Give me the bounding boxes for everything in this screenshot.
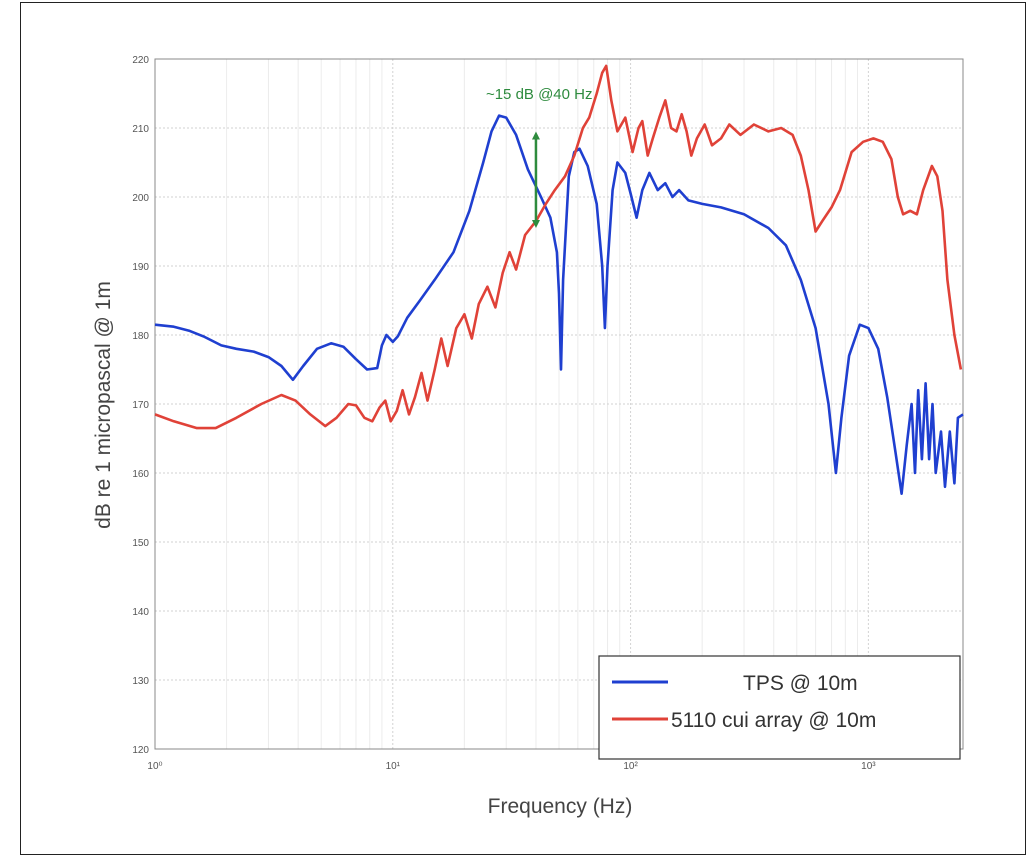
- y-axis-label: dB re 1 micropascal @ 1m: [92, 281, 115, 529]
- series-line-0: [154, 114, 964, 495]
- plot-area-border: [154, 58, 964, 750]
- x-tick-labels: 10⁰ 10¹ 10² 10³: [147, 761, 876, 772]
- minor-gridlines: [226, 59, 858, 749]
- legend-box: [598, 655, 961, 760]
- y-tick-label: 200: [132, 193, 149, 204]
- y-tick-label: 150: [132, 538, 149, 549]
- x-tick-label: 10³: [861, 761, 876, 772]
- x-axis-label: Frequency (Hz): [488, 795, 633, 818]
- x-tick-label: 10²: [623, 761, 638, 772]
- y-tick-label: 220: [132, 55, 149, 66]
- x-tick-label: 10⁰: [147, 761, 162, 772]
- y-tick-label: 180: [132, 331, 149, 342]
- y-tick-label: 140: [132, 607, 149, 618]
- y-tick-labels: 120 130 140 150 160 170 180 190 200 210 220: [132, 55, 149, 756]
- legend-label-array: 5110 cui array @ 10m: [671, 709, 876, 732]
- x-tick-label: 10¹: [386, 761, 401, 772]
- annotation: ~15 dB @40 Hz: [486, 86, 593, 229]
- legend-redaction: [675, 668, 737, 696]
- legend: TPS @ 10m 5110 cui array @ 10m: [598, 655, 961, 760]
- annotation-arrowhead-top: [531, 131, 540, 140]
- legend-label-tps: TPS @ 10m: [743, 672, 858, 695]
- y-tick-label: 170: [132, 400, 149, 411]
- y-tick-label: 160: [132, 469, 149, 480]
- y-tick-label: 210: [132, 124, 149, 135]
- annotation-label: ~15 dB @40 Hz: [486, 86, 593, 103]
- series-line-1: [154, 64, 963, 430]
- y-tick-label: 130: [132, 676, 149, 687]
- y-tick-label: 190: [132, 262, 149, 273]
- series-layer: [154, 64, 964, 495]
- y-tick-label: 120: [132, 745, 149, 756]
- annotation-arrowhead-bottom: [531, 220, 540, 229]
